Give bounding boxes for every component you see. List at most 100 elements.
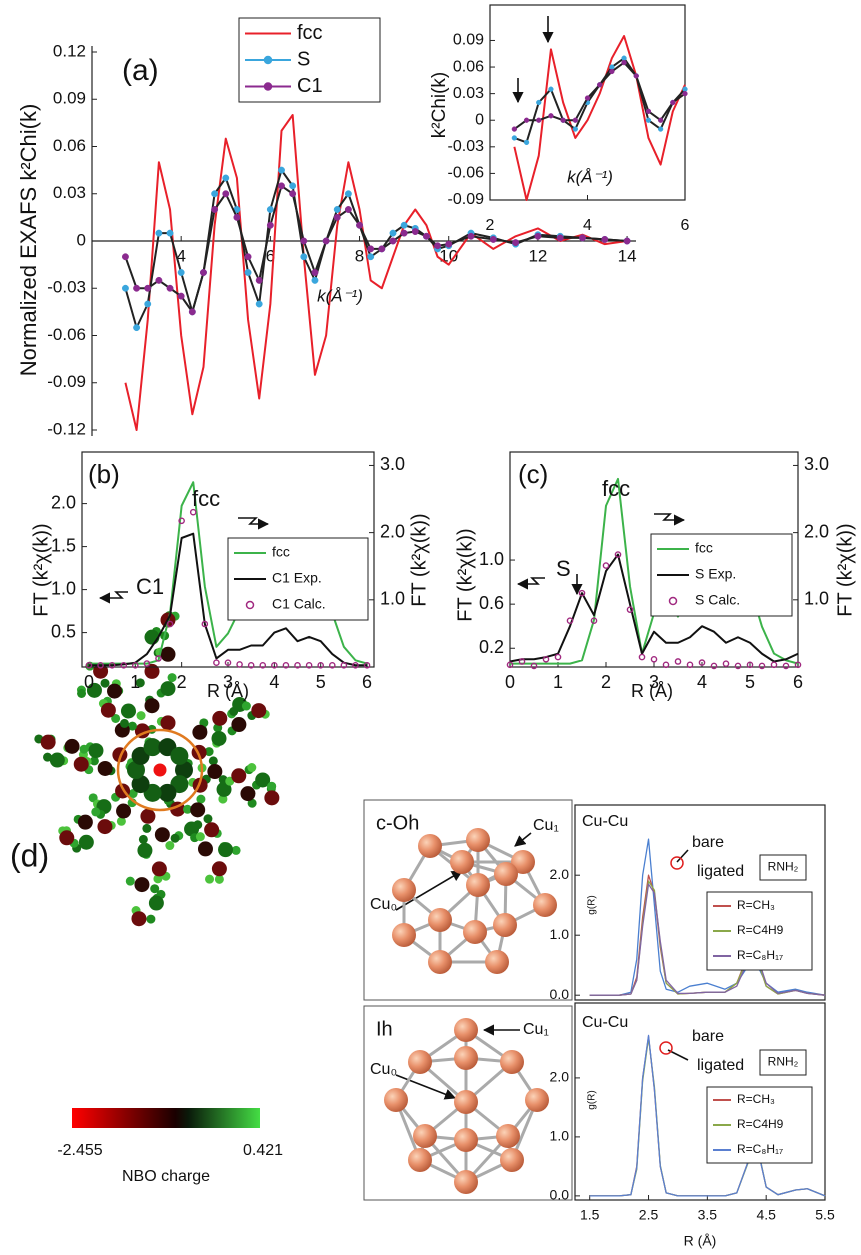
x-tick-label: 14 <box>618 246 637 265</box>
arrow <box>654 513 686 526</box>
data-point <box>322 237 330 245</box>
legend-label: R=C₈H₁₇ <box>737 1142 783 1156</box>
atom <box>216 781 232 797</box>
x-tick-label: 2.5 <box>639 1207 659 1223</box>
data-point <box>445 240 453 248</box>
atom-h <box>135 678 145 688</box>
atom <box>97 819 113 835</box>
x-tick-label: 4.5 <box>756 1207 776 1223</box>
atom-h <box>231 845 241 855</box>
data-point <box>255 300 263 308</box>
atom <box>134 877 150 893</box>
atom-h <box>89 756 99 766</box>
data-point <box>511 126 518 132</box>
data-point <box>770 661 778 669</box>
data-point <box>572 126 578 132</box>
y-tick-label: 1.0 <box>51 578 76 598</box>
data-point <box>722 660 730 667</box>
atom <box>190 802 206 818</box>
atom <box>525 1088 549 1112</box>
annotation: S <box>556 556 571 581</box>
atom <box>463 920 487 944</box>
data-point <box>602 562 610 569</box>
legend-label: S Calc. <box>695 592 740 608</box>
x-tick-label: 6 <box>793 672 803 692</box>
atom <box>160 681 176 697</box>
data-point <box>400 229 408 237</box>
atom <box>107 683 123 699</box>
data-point <box>523 139 530 146</box>
data-point <box>222 190 230 198</box>
data-point <box>317 661 324 669</box>
chart-panel: 0 1 2 3 4 5 6 0.2 0.6 1.0 1.0 2.0 3.0 FT (k²χ(k)) FT (… <box>454 451 856 701</box>
data-point <box>506 661 514 669</box>
atom <box>466 873 490 897</box>
annotation: fcc <box>602 476 630 501</box>
data-point <box>211 190 219 198</box>
data-point <box>467 232 475 240</box>
atom <box>428 950 452 974</box>
atom-h <box>43 752 53 762</box>
atom-h <box>195 832 205 842</box>
atom-h <box>204 747 214 757</box>
data-point <box>121 284 129 292</box>
data-point <box>536 99 542 106</box>
y-axis-label: Normalized EXAFS k²Chi(k) <box>16 104 41 377</box>
series-line <box>124 184 628 313</box>
x-tick-label: 2 <box>601 672 611 692</box>
data-point <box>233 213 241 221</box>
atom <box>494 862 518 886</box>
y-tick-label: 0.12 <box>53 41 86 60</box>
atom-h <box>138 834 148 844</box>
data-point <box>367 253 375 261</box>
y-tick-label: 0.09 <box>453 32 484 49</box>
center-atom <box>153 763 167 777</box>
atom <box>154 827 170 843</box>
data-point <box>560 117 566 123</box>
colorbar-label: NBO charge <box>122 1168 210 1185</box>
atom <box>511 850 535 874</box>
data-point <box>200 269 207 276</box>
atom <box>100 702 116 718</box>
data-point <box>224 659 232 667</box>
data-point <box>645 108 652 115</box>
x-tick-label: 1.5 <box>580 1207 600 1223</box>
data-point <box>523 117 530 123</box>
atom <box>140 808 156 824</box>
data-point <box>144 284 152 292</box>
x-tick-label: 6 <box>362 672 372 692</box>
legend-label: R=CH₃ <box>737 1092 775 1106</box>
data-point <box>609 64 615 70</box>
data-point <box>166 620 174 628</box>
data-point <box>682 90 688 97</box>
atom <box>151 861 167 877</box>
series-line <box>513 35 686 201</box>
structure-label: Ih <box>376 1018 393 1040</box>
data-point <box>518 658 526 665</box>
y-tick-label: 0.09 <box>53 89 86 108</box>
atom-h <box>79 744 89 754</box>
atom-h <box>136 711 146 721</box>
data-point <box>311 276 319 284</box>
atom-cu <box>143 738 162 757</box>
x-axis-label: R (Å) <box>207 681 249 701</box>
data-point <box>247 661 255 669</box>
data-point <box>166 284 174 292</box>
atom <box>184 821 200 837</box>
legend-label: fcc <box>695 540 713 556</box>
atom <box>212 710 228 726</box>
legend-marker <box>668 596 678 606</box>
data-point <box>244 269 252 276</box>
annotation: bare <box>692 1028 724 1045</box>
data-point <box>177 292 185 300</box>
legend-title-box <box>759 1049 807 1076</box>
data-point <box>344 190 352 198</box>
legend-label: C1 Exp. <box>272 570 322 586</box>
data-point <box>657 117 664 123</box>
data-point <box>734 662 742 670</box>
legend-label: R=C₈H₁₇ <box>737 948 783 962</box>
data-point <box>352 661 359 669</box>
atom <box>255 772 271 788</box>
y-tick-label: 0.2 <box>479 637 504 657</box>
y-tick-label: 0.6 <box>479 593 504 613</box>
